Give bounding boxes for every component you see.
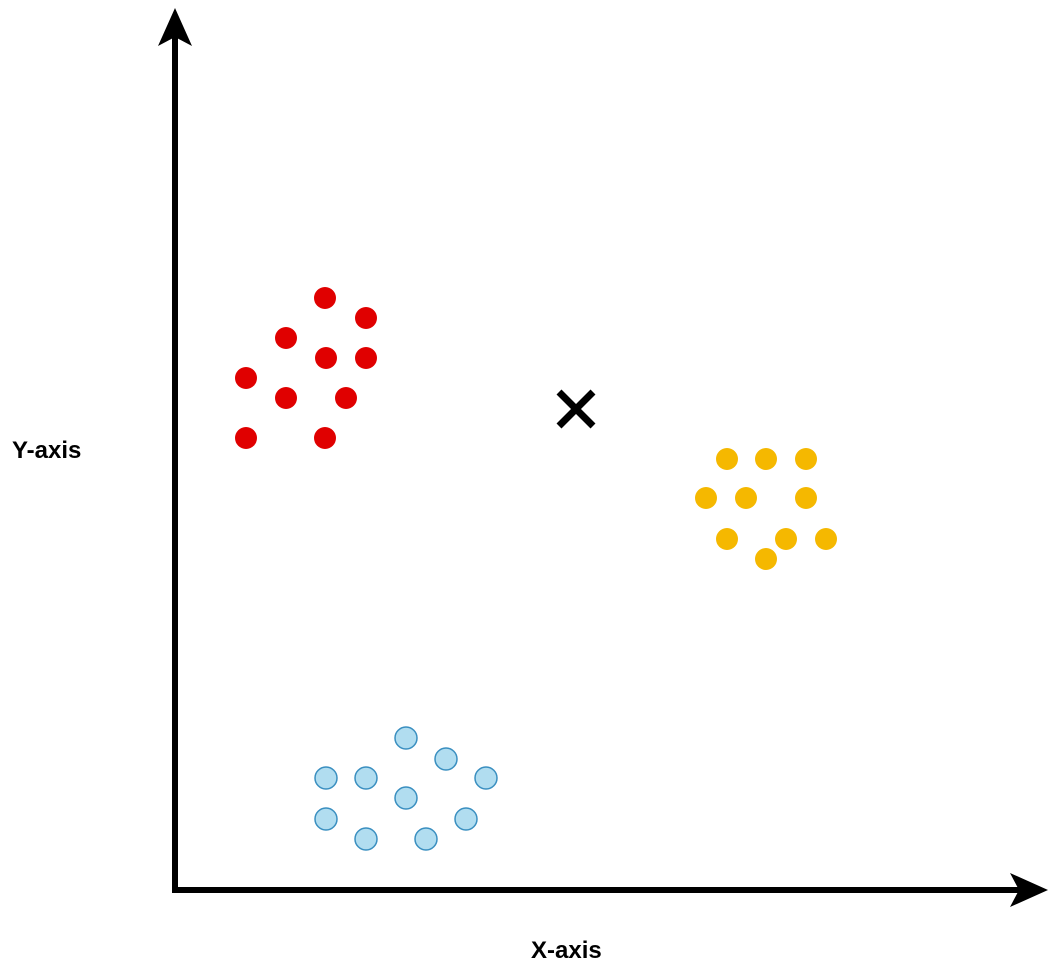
data-point-s1-6	[235, 367, 257, 389]
data-point-s2-8	[775, 528, 797, 550]
data-point-s1-3	[275, 327, 297, 349]
data-point-s3-2	[434, 747, 458, 771]
data-point-s3-10	[414, 827, 438, 851]
x-axis-title: X-axis	[531, 937, 602, 964]
data-points	[235, 287, 837, 851]
data-point-s3-6	[394, 786, 418, 810]
data-point-s3-4	[354, 766, 378, 790]
data-point-s1-5	[355, 347, 377, 369]
data-point-s3-9	[354, 827, 378, 851]
data-point-s3-1	[394, 726, 418, 750]
data-point-s1-8	[335, 387, 357, 409]
data-point-s3-3	[314, 766, 338, 790]
data-point-s2-4	[695, 487, 717, 509]
data-point-s2-9	[815, 528, 837, 550]
data-point-s1-2	[355, 307, 377, 329]
data-point-s2-1	[716, 448, 738, 470]
data-point-s1-4	[315, 347, 337, 369]
data-point-s3-7	[314, 807, 338, 831]
data-point-s1-9	[235, 427, 257, 449]
data-point-s2-5	[735, 487, 757, 509]
x-axis-arrow	[1010, 873, 1048, 907]
data-point-s2-7	[716, 528, 738, 550]
data-point-s2-2	[755, 448, 777, 470]
data-point-s1-1	[314, 287, 336, 309]
data-point-s2-10	[755, 548, 777, 570]
data-point-s3-5	[474, 766, 498, 790]
data-point-s1-7	[275, 387, 297, 409]
data-point-s1-10	[314, 427, 336, 449]
data-point-s2-6	[795, 487, 817, 509]
y-axis-title: Y-axis	[12, 437, 81, 464]
data-point-s2-3	[795, 448, 817, 470]
centroid-marker-group	[556, 389, 596, 429]
y-axis-arrow	[158, 8, 192, 46]
data-point-s3-8	[454, 807, 478, 831]
centroid-x-marker	[556, 389, 596, 429]
axes	[158, 8, 1048, 907]
